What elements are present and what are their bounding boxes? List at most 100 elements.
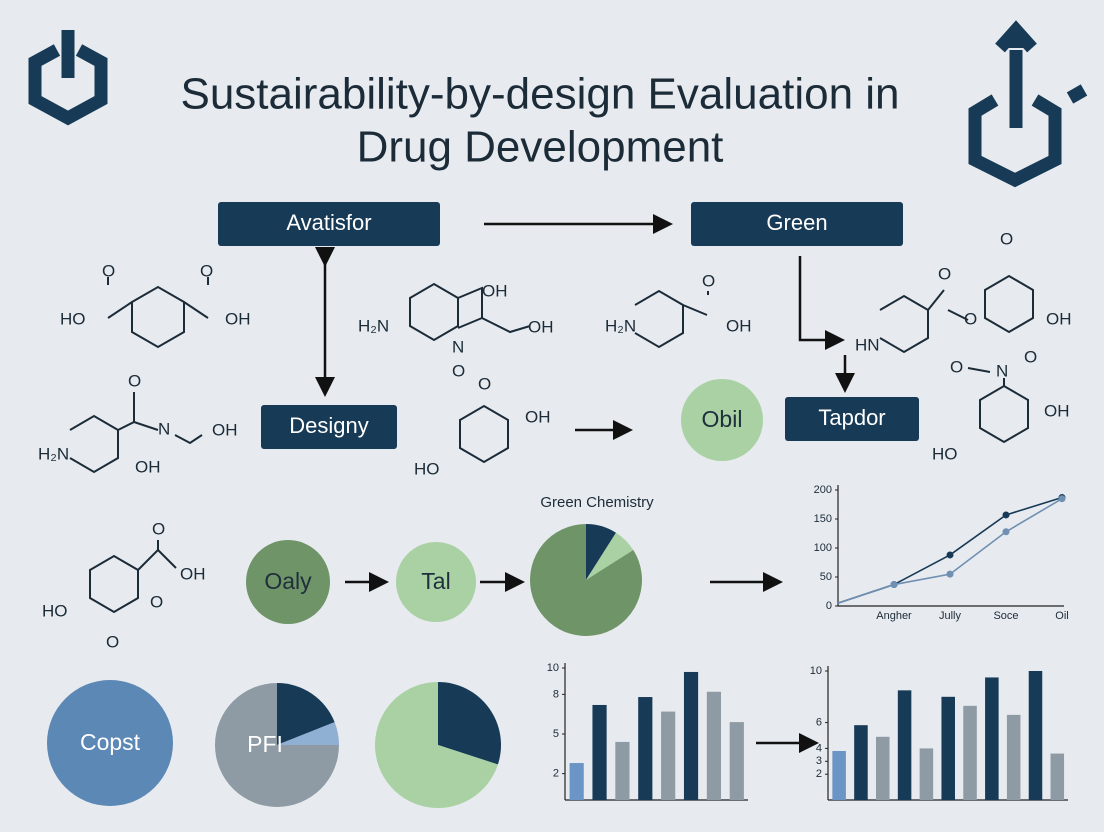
y-tick-label: 200 <box>814 484 832 496</box>
atom: O <box>452 361 465 380</box>
atom: OH <box>528 317 554 336</box>
circle <box>47 680 173 806</box>
pie-title: Green Chemistry <box>540 494 654 511</box>
pie-slice <box>530 524 642 636</box>
pie-slice <box>586 532 634 580</box>
bar <box>706 691 722 800</box>
bar <box>615 741 630 800</box>
line <box>837 496 1063 604</box>
pie-slice <box>277 722 339 745</box>
bar <box>1028 671 1043 800</box>
atom: OH <box>135 457 161 476</box>
atom: H₂N <box>605 316 636 335</box>
y-tick-label: 10 <box>547 662 559 674</box>
point <box>890 581 898 589</box>
atom: HN <box>855 335 880 354</box>
point <box>1058 495 1066 503</box>
title-line: Drug Development <box>357 123 724 172</box>
y-tick-label: 3 <box>816 755 822 767</box>
atom: O <box>478 374 491 393</box>
bar <box>661 711 676 800</box>
pie-slice <box>277 683 335 745</box>
box-label: Designy <box>289 413 368 438</box>
bar <box>683 671 699 800</box>
atom: O <box>150 592 163 611</box>
y-tick-label: 10 <box>810 665 822 677</box>
y-tick-label: 5 <box>553 728 559 740</box>
atom: O <box>106 632 119 651</box>
atom: HO <box>42 601 68 620</box>
point <box>946 551 954 559</box>
arrows <box>315 214 855 753</box>
bar <box>876 736 890 800</box>
circle-label: Obil <box>702 406 743 432</box>
box <box>785 397 919 441</box>
bar <box>985 677 999 800</box>
atom: O <box>128 371 141 390</box>
pie-slice <box>215 683 339 807</box>
box <box>691 202 903 246</box>
line <box>837 498 1063 604</box>
bar <box>919 748 934 800</box>
y-tick-label: 100 <box>814 542 832 554</box>
box <box>261 405 397 449</box>
point <box>1002 511 1010 519</box>
circle-label: Copst <box>80 729 141 755</box>
box <box>218 202 440 246</box>
molecules <box>69 274 1034 614</box>
atom: OH <box>225 309 251 328</box>
y-tick-label: 2 <box>553 768 559 780</box>
atom: O <box>1000 229 1013 248</box>
atom: H₂N <box>38 444 69 463</box>
atom: N <box>996 361 1008 380</box>
logo-left <box>28 30 108 126</box>
atom: O <box>702 271 715 290</box>
atom: HO <box>60 309 86 328</box>
atom: O <box>1024 347 1037 366</box>
atom: OH <box>482 281 508 300</box>
bar <box>638 697 653 800</box>
atom: O <box>102 261 115 280</box>
atom: O <box>950 357 963 376</box>
atom: OH <box>212 420 238 439</box>
y-tick-label: 4 <box>816 742 822 754</box>
bar <box>854 725 868 800</box>
bar <box>592 704 607 800</box>
bar <box>1050 753 1065 800</box>
atom: H₂N <box>358 316 389 335</box>
y-tick-label: 50 <box>820 571 832 583</box>
bar <box>963 705 977 800</box>
y-tick-label: 150 <box>814 513 832 525</box>
y-tick-label: 8 <box>553 688 559 700</box>
y-tick-label: 0 <box>826 600 832 612</box>
y-tick-label: 6 <box>816 717 822 729</box>
y-tick-label: 2 <box>816 768 822 780</box>
circle-label: Tal <box>421 568 450 594</box>
circle <box>396 542 476 622</box>
atom: OH <box>1046 309 1072 328</box>
circle-label: PFI <box>247 731 283 757</box>
box-label: Tapdor <box>818 405 885 430</box>
bar <box>897 690 912 800</box>
atom: O <box>152 519 165 538</box>
bar <box>1006 714 1021 800</box>
pie-slice <box>586 524 617 580</box>
x-tick-label: Jully <box>939 610 962 622</box>
circle <box>246 540 330 624</box>
pie-slice <box>438 682 502 765</box>
atom: N <box>158 419 170 438</box>
bar <box>729 722 744 800</box>
bar <box>832 750 846 800</box>
atom: HO <box>414 459 440 478</box>
title-line: Sustairability-by-design Evaluation in <box>180 70 899 119</box>
bar <box>941 696 955 800</box>
circle-label: Oaly <box>264 568 312 594</box>
point <box>946 570 954 578</box>
bar <box>569 763 584 800</box>
atom: O <box>964 309 977 328</box>
x-tick-label: Soce <box>993 610 1018 622</box>
point <box>1002 528 1010 536</box>
atom: N <box>452 337 464 356</box>
pie-slice <box>375 682 498 808</box>
